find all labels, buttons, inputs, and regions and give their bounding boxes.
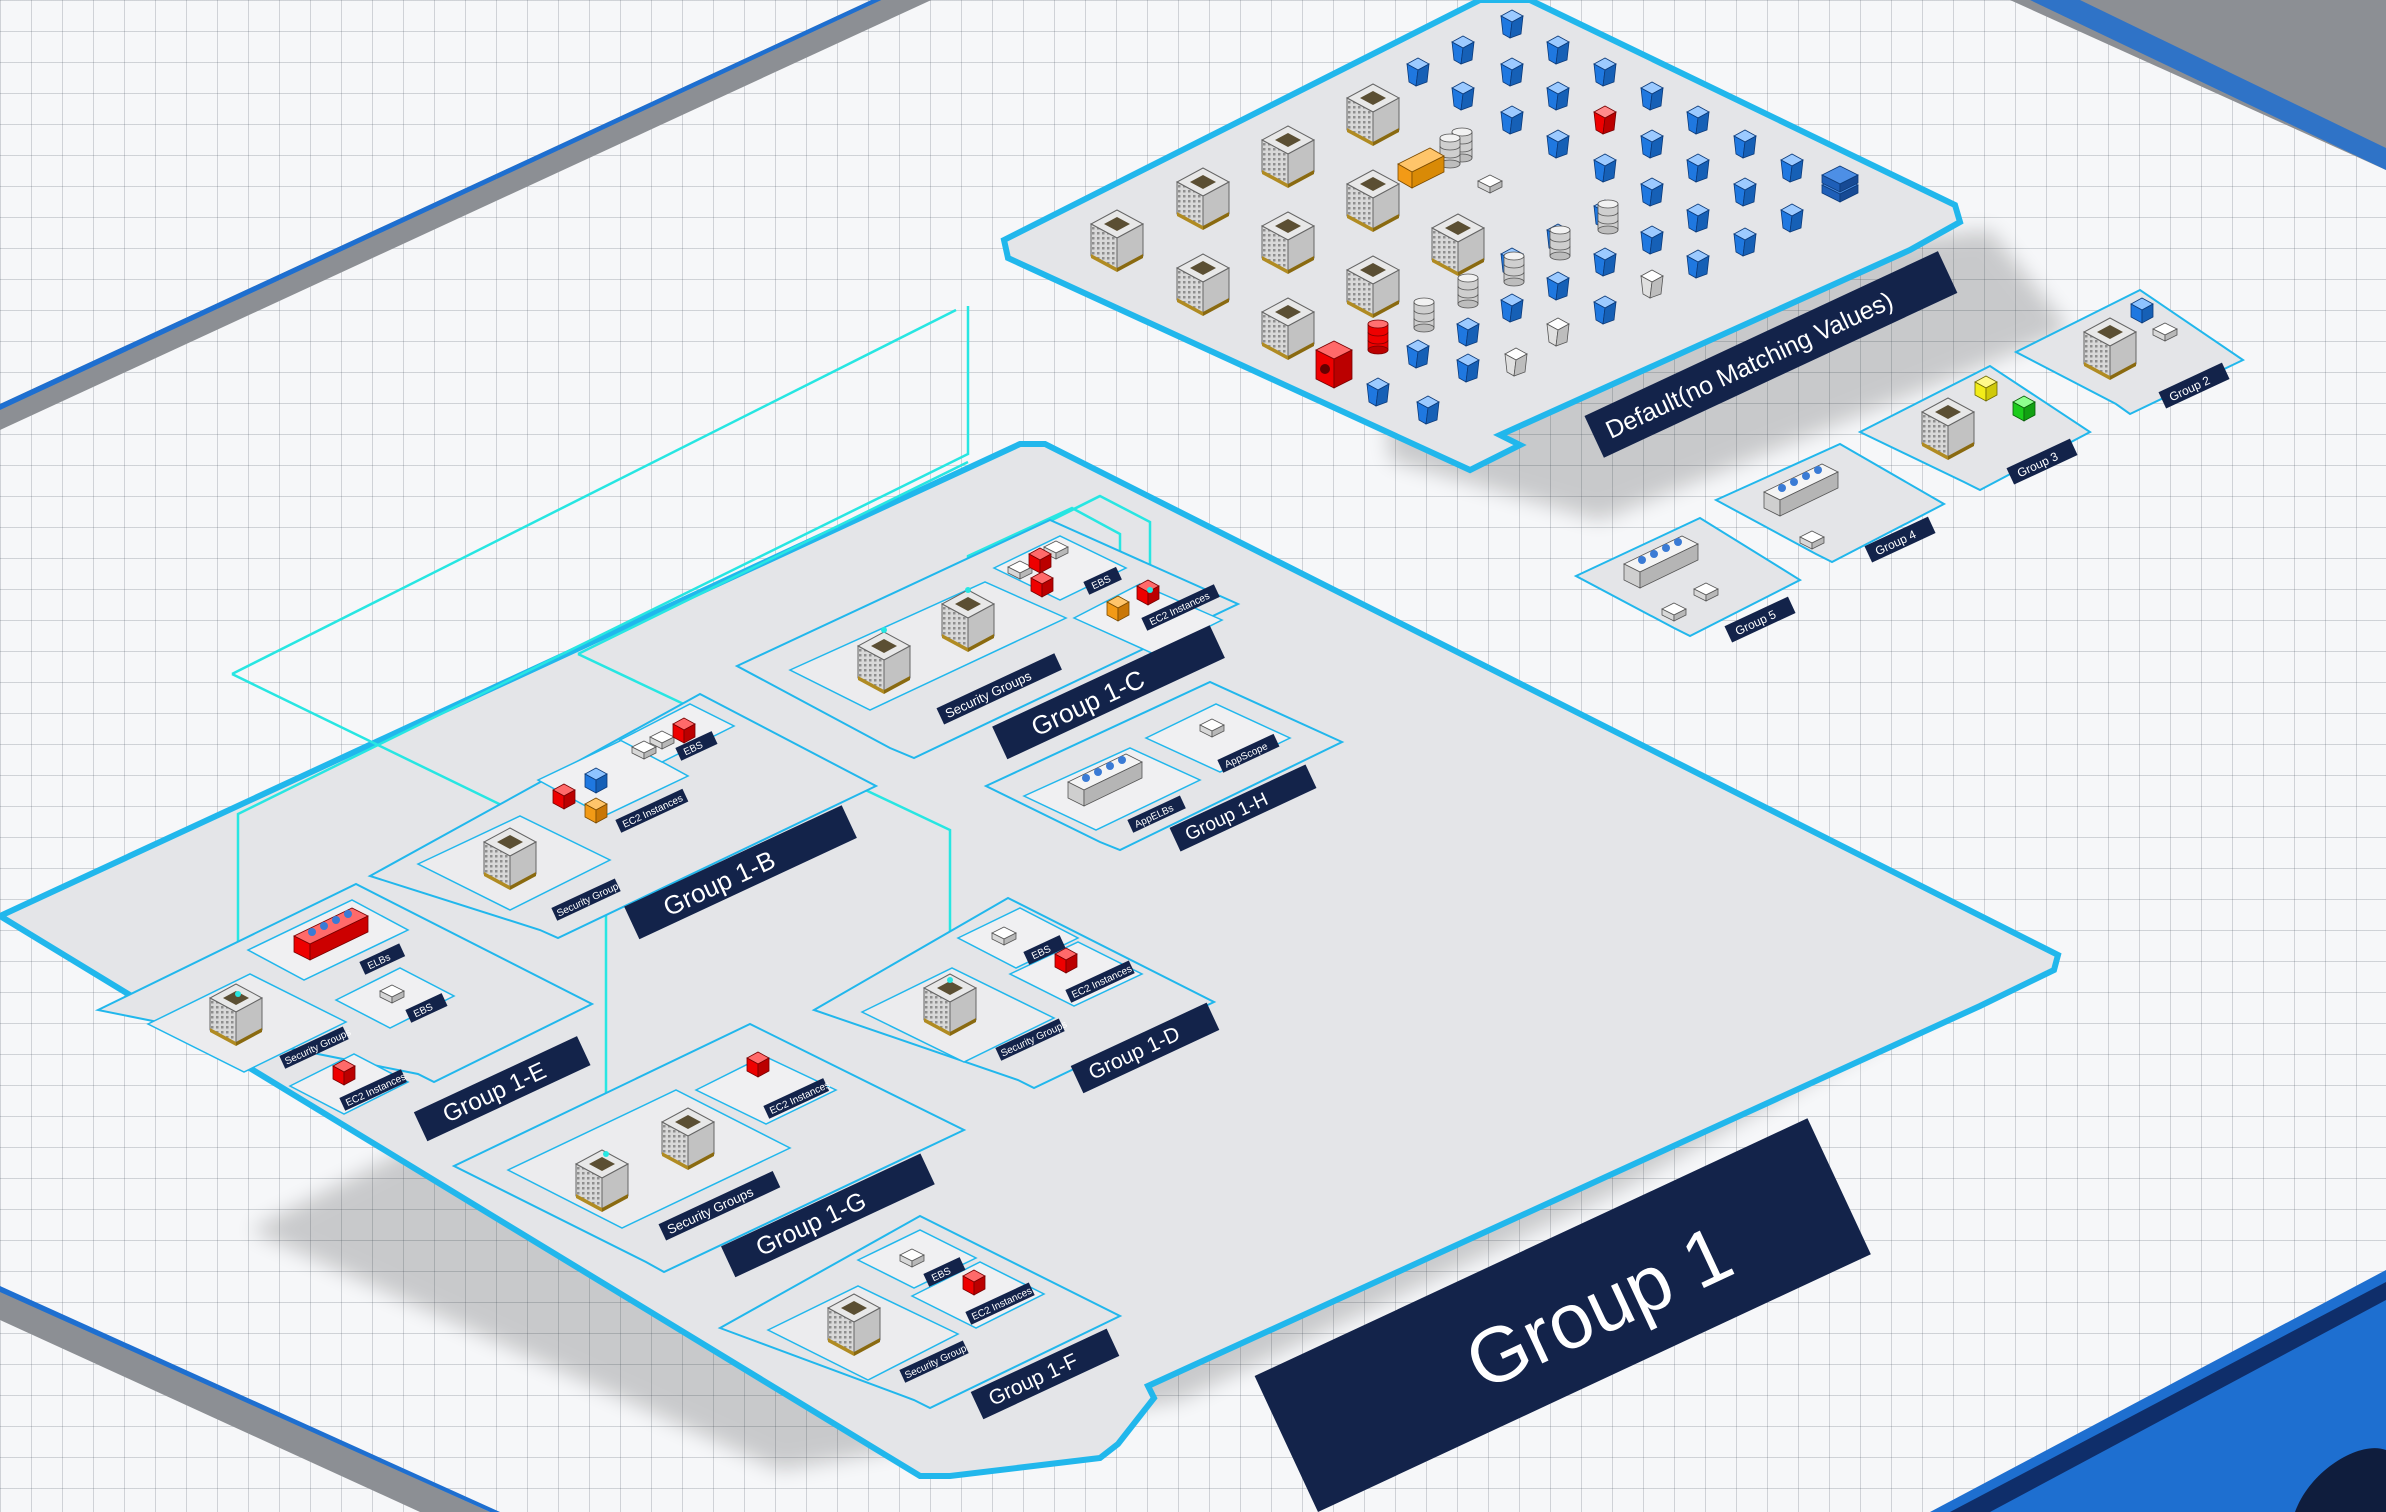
database-cylinder-icon[interactable] xyxy=(1457,273,1479,309)
connection-line xyxy=(236,306,970,994)
bucket-icon[interactable] xyxy=(1451,81,1475,111)
group-5[interactable]: Group 5 xyxy=(1573,516,1803,643)
bucket-icon[interactable] xyxy=(1686,105,1710,135)
bucket-icon[interactable] xyxy=(1366,377,1390,407)
ec2-instance-cube-icon[interactable] xyxy=(584,767,608,794)
ec2-instance-cube-icon[interactable] xyxy=(672,717,696,744)
group-1-c[interactable]: Security Groups EBS EC2 Instances Group … xyxy=(734,518,1241,760)
bucket-icon[interactable] xyxy=(1593,57,1617,87)
ec2-instance-cube-icon[interactable] xyxy=(332,1059,356,1086)
database-cylinder-icon[interactable] xyxy=(1367,319,1389,355)
database-cylinder-icon[interactable] xyxy=(1413,297,1435,333)
group-5-platform[interactable] xyxy=(1573,516,1803,638)
bucket-icon[interactable] xyxy=(1593,153,1617,183)
bucket-icon[interactable] xyxy=(1733,227,1757,257)
bucket-icon[interactable] xyxy=(1406,339,1430,369)
ec2-instance-cube-icon[interactable] xyxy=(1136,579,1160,606)
ec2-instance-cube-icon[interactable] xyxy=(584,797,608,824)
database-cylinder-icon[interactable] xyxy=(1503,251,1525,287)
ec2-instance-cube-icon[interactable] xyxy=(962,1269,986,1296)
group-1-f[interactable]: Security Group EBS EC2 Instances Group 1… xyxy=(717,1214,1123,1420)
bucket-icon[interactable] xyxy=(1780,203,1804,233)
bucket-icon[interactable] xyxy=(1546,35,1570,65)
bucket-icon[interactable] xyxy=(1416,395,1440,425)
ec2-instance-cube-icon[interactable] xyxy=(1028,547,1052,574)
group-1-g[interactable]: Security Groups EC2 Instances Group 1-G xyxy=(451,1022,967,1278)
database-cylinder-icon[interactable] xyxy=(1597,199,1619,235)
bucket-icon[interactable] xyxy=(1640,177,1664,207)
ec2-instance-cube-icon[interactable] xyxy=(2012,395,2036,422)
group-1-h[interactable]: AppELBs AppScope Group 1-H xyxy=(983,680,1345,852)
connection-line xyxy=(577,460,969,656)
connection-endpoints xyxy=(235,587,1153,1157)
gateway-icon[interactable] xyxy=(1315,340,1353,389)
bucket-icon[interactable] xyxy=(1640,129,1664,159)
ec2-instance-cube-icon[interactable] xyxy=(746,1051,770,1078)
bucket-icon[interactable] xyxy=(1500,57,1524,87)
ec2-instance-cube-icon[interactable] xyxy=(2130,297,2154,324)
bucket-icon[interactable] xyxy=(1733,129,1757,159)
bucket-icon[interactable] xyxy=(1546,81,1570,111)
group-4[interactable]: Group 4 xyxy=(1713,442,1947,564)
bucket-icon[interactable] xyxy=(1500,293,1524,323)
bucket-icon[interactable] xyxy=(1733,177,1757,207)
ebs-subplate[interactable] xyxy=(956,907,1080,969)
database-cylinder-icon[interactable] xyxy=(1549,225,1571,261)
bucket-icon[interactable] xyxy=(1504,347,1528,377)
bucket-icon[interactable] xyxy=(1640,269,1664,299)
board-label-fragment xyxy=(2295,1448,2386,1512)
bucket-icon[interactable] xyxy=(1500,9,1524,39)
bucket-icon[interactable] xyxy=(1780,153,1804,183)
group-1-d[interactable]: Security Groups EBS EC2 Instances Group … xyxy=(811,896,1220,1094)
ec2-instance-cube-icon[interactable] xyxy=(1054,947,1078,974)
bucket-icon[interactable] xyxy=(1546,317,1570,347)
group-1-f-platform[interactable] xyxy=(717,1214,1123,1410)
bucket-icon[interactable] xyxy=(1546,271,1570,301)
ec2-instances-subplate[interactable] xyxy=(288,1053,410,1115)
bucket-icon[interactable] xyxy=(1640,81,1664,111)
bucket-icon[interactable] xyxy=(1593,105,1617,135)
bucket-icon[interactable] xyxy=(1456,317,1480,347)
connection-line xyxy=(231,308,957,676)
bucket-icon[interactable] xyxy=(1686,153,1710,183)
bucket-icon[interactable] xyxy=(1686,249,1710,279)
ec2-instances-subplate[interactable] xyxy=(1008,941,1144,1007)
bucket-icon[interactable] xyxy=(1451,35,1475,65)
bucket-icon[interactable] xyxy=(1686,203,1710,233)
bucket-icon[interactable] xyxy=(1406,57,1430,87)
bucket-icon[interactable] xyxy=(1456,353,1480,383)
ec2-instance-cube-icon[interactable] xyxy=(1106,595,1130,622)
ec2-instance-cube-icon[interactable] xyxy=(1974,375,1998,402)
bucket-icon[interactable] xyxy=(1593,295,1617,325)
ec2-instances-subplate[interactable] xyxy=(536,739,690,817)
bucket-icon[interactable] xyxy=(1500,105,1524,135)
ec2-instance-cube-icon[interactable] xyxy=(552,783,576,810)
bucket-icon[interactable] xyxy=(1546,129,1570,159)
ec2-instance-cube-icon[interactable] xyxy=(1030,571,1054,598)
bucket-icon[interactable] xyxy=(1593,247,1617,277)
bucket-icon[interactable] xyxy=(1640,225,1664,255)
group-4-platform[interactable] xyxy=(1713,442,1947,564)
ec2-instances-subplate[interactable] xyxy=(694,1055,838,1125)
